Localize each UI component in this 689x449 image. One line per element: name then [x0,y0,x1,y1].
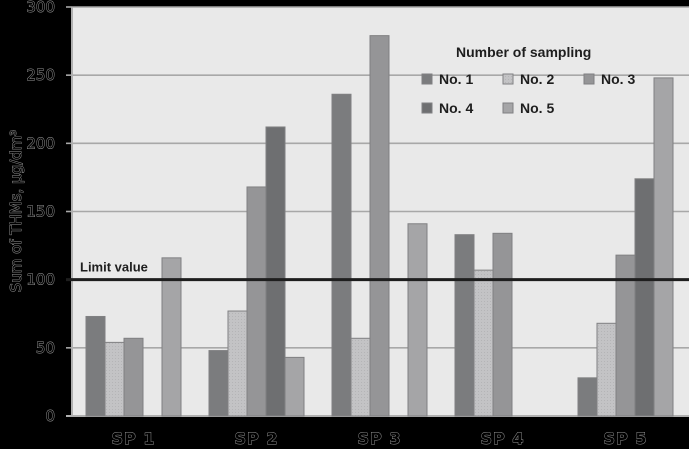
legend-label: No. 1 [439,71,473,87]
legend-label: No. 4 [439,100,473,116]
bar-sp2-no4 [265,126,286,417]
bar-sp5-no2 [596,322,617,417]
bar-sp5-no5 [653,77,674,417]
bar-sp3-no5 [407,223,428,417]
y-tick-label: 100 [26,271,55,289]
y-axis-label: Sum of THMs, µg/dm³ [7,130,25,293]
legend-swatch-icon [502,102,514,114]
legend: Number of sampling No. 1 No. 2 No. 3 No. 4 No… [421,44,635,116]
legend-label: No. 2 [520,71,554,87]
bar-sp1-no5 [161,257,182,417]
x-tick-label: SP 4 [481,429,525,448]
y-tick-label: 300 [26,0,55,16]
limit-value-line: Limit value [66,260,689,282]
legend-title: Number of sampling [456,44,591,60]
y-tick-label: 50 [36,339,55,357]
bar-sp2-no5 [284,356,305,417]
bar-sp1-no1 [85,315,106,417]
bar-sp2-no2 [227,310,248,417]
bar-sp4-no3 [492,232,513,417]
legend-swatch-icon [502,73,514,85]
x-tick-label: SP 3 [358,429,402,448]
x-axis: SP 1 SP 2 SP 3 SP 4 SP 5 [111,429,648,449]
legend-swatch-icon [421,73,433,85]
legend-label: No. 3 [601,71,635,87]
bar-sp2-no1 [208,350,229,417]
x-tick-label: SP 1 [112,429,156,448]
bar-sp3-no1 [331,93,352,417]
x-tick-label: SP 2 [235,429,279,448]
y-tick-label: 250 [26,66,55,84]
y-tick-label: 150 [26,203,55,221]
bar-sp5-no1 [577,377,598,417]
bar-sp4-no2 [473,269,494,417]
bar-sp1-no3 [123,337,144,417]
bar-sp5-no4 [634,178,655,417]
bar-sp3-no2 [350,337,371,417]
limit-value-label: Limit value [80,260,148,275]
bar-sp4-no1 [454,234,475,417]
legend-label: No. 5 [520,100,554,116]
bar-sp3-no3 [369,35,390,417]
bar-sp1-no2 [104,341,125,417]
x-tick-label: SP 5 [604,429,648,448]
legend-swatch-icon [421,102,433,114]
legend-swatch-icon [583,73,595,85]
y-tick-label: 200 [26,134,55,152]
bar-sp2-no3 [246,186,267,417]
y-tick-label: 0 [45,407,55,425]
